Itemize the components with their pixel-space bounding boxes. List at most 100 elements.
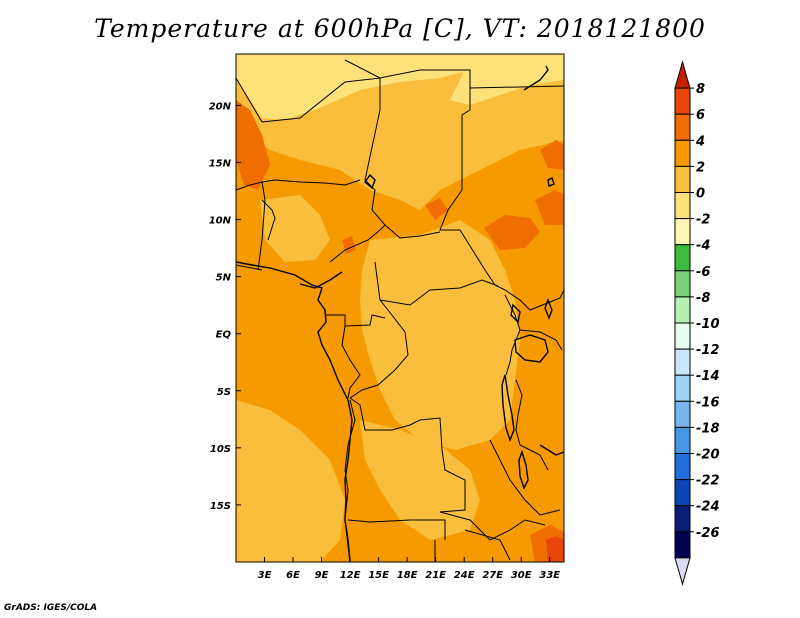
colorbar-box [674,400,691,428]
colorbar-label: -26 [696,526,720,541]
y-tick-label: 10S [210,444,231,455]
colorbar: 8 6 4 2 0 -2 -4 -6 -8 -10 -12 -14 -16 -18 -20 -22 -24 -26 [674,60,720,586]
y-tick-label: 5N [216,273,232,284]
colorbar-label: -18 [696,421,720,436]
colorbar-bottom-arrow [674,557,691,586]
coastlines [236,65,564,562]
field-band-neg2-0-ne [450,54,564,105]
border-8 [329,224,441,263]
field-band-4-6-ne [540,140,564,170]
colorbar-box [674,87,691,115]
field-band-neg2-0-north [236,54,470,120]
temperature-field [236,54,564,562]
border-18 [504,289,564,311]
border-6 [261,199,276,241]
colorbar-box [674,270,691,298]
lake-tanganyika [501,374,515,443]
x-tick-label: 27E [482,570,503,581]
coast-bight [299,271,343,289]
field-band-0-2-congo [360,220,520,450]
field-band-0-2-west [260,195,330,262]
border-16 [347,519,446,540]
border-7 [236,264,263,271]
colorbar-label: -22 [696,474,720,489]
colorbar-label: -4 [696,239,710,254]
colorbar-box [674,426,691,454]
colorbar-label: -6 [696,265,710,280]
colorbar-box [674,165,691,193]
border-14 [349,397,466,513]
lake-malawi [518,449,529,490]
y-tick-label: 20N [209,101,232,112]
colorbar-box [674,192,691,220]
map-frame [235,53,565,563]
x-axis: 3E 6E 9E 12E 15E 18E 21E 24E 27E 30E 33E [258,557,560,581]
colorbar-label: -12 [696,343,720,358]
field-band-0-2-south [236,400,345,562]
x-tick-label: 15E [368,570,389,581]
colorbar-label: 4 [695,134,705,149]
colorbar-label: 6 [696,108,705,123]
colorbar-box [674,113,691,141]
x-tick-label: 33E [539,570,560,581]
colorbar-box [674,139,691,167]
colorbar-box [674,244,691,272]
field-band-6-8-se [546,536,564,562]
border-13 [349,309,409,399]
colorbar-label: -24 [696,500,720,515]
coast-west-africa [236,261,353,562]
colorbar-label: -2 [696,213,710,228]
border-4 [236,179,361,191]
y-tick-label: 10N [209,216,232,227]
border-5 [257,181,266,271]
lake-turkana [544,298,553,320]
colorbar-top-arrow [674,60,691,89]
lake-chad [364,173,376,190]
x-tick-label: 9E [315,570,329,581]
x-tick-label: 18E [397,570,418,581]
colorbar-label: -20 [696,448,720,463]
field-band-4-6-e2 [535,190,564,225]
border-11 [325,314,386,327]
colorbar-label: 0 [696,187,705,202]
lake-tana [547,177,555,187]
colorbar-label: -10 [696,317,720,332]
border-2 [344,59,506,291]
colorbar-box [674,218,691,246]
chart-title: Temperature at 600hPa [C], VT: 201812180… [94,14,706,43]
lake-victoria [514,334,549,363]
colorbar-label: 2 [696,160,705,175]
border-24 [464,529,511,561]
colorbar-box [674,479,691,507]
colorbar-label: 8 [696,82,705,97]
country-borders [236,59,564,562]
y-tick-label: 5S [217,387,231,398]
y-tick-label: 15S [210,501,231,512]
colorbar-label: -8 [696,291,710,306]
grads-credit: GrADS: IGES/COLA [4,603,98,613]
colorbar-box [674,322,691,350]
lake-albert [510,303,521,324]
border-21 [515,379,549,471]
colorbar-box [674,505,691,533]
x-tick-label: 30E [511,570,532,581]
colorbar-box [674,453,691,481]
field-band-0-2-south-center [360,420,480,540]
coast-ne [523,65,549,91]
colorbar-label: -16 [696,395,720,410]
colorbar-box [674,374,691,402]
border-3 [469,85,564,89]
border-20 [519,329,563,351]
y-axis: 20N 15N 10N 5N EQ 5S 10S 15S [209,101,241,512]
y-tick-label: EQ [216,330,232,341]
border-10 [379,279,499,306]
colorbar-box [674,531,691,559]
border-12 [341,325,361,399]
x-tick-label: 21E [425,570,446,581]
x-tick-label: 6E [286,570,300,581]
x-tick-label: 12E [340,570,361,581]
field-band-4-6-e1 [484,215,540,250]
colorbar-box [674,296,691,324]
field-band-4-6-nw [236,100,270,190]
